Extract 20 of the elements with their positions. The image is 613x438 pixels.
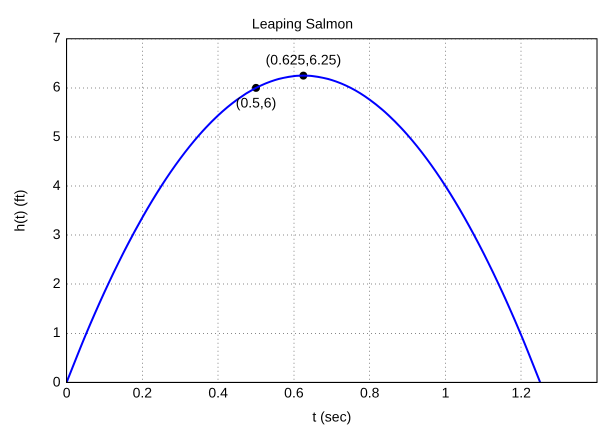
x-axis-title: t (sec) xyxy=(312,408,352,424)
x-tick-label: 0.4 xyxy=(208,384,228,401)
y-tick-label: 4 xyxy=(52,176,61,193)
x-tick-label: 1.2 xyxy=(511,384,532,401)
chart-title: Leaping Salmon xyxy=(252,15,354,32)
y-tick-label: 7 xyxy=(52,30,61,46)
x-tick-label: 1 xyxy=(442,384,450,401)
y-tick-label: 2 xyxy=(52,275,61,292)
x-tick-label: 0.2 xyxy=(132,384,152,401)
y-tick-label: 3 xyxy=(52,226,61,242)
x-tick-label: 0.8 xyxy=(360,384,380,401)
x-tick-label: 0 xyxy=(62,384,71,401)
y-tick-label: 1 xyxy=(52,324,61,340)
y-tick-label: 0 xyxy=(52,373,61,390)
y-tick-label: 6 xyxy=(52,78,61,95)
x-tick-label: 0.6 xyxy=(284,384,304,401)
y-axis-title: h(t) (ft) xyxy=(11,190,28,232)
annotation: (0.625,6.25) xyxy=(266,51,342,68)
annotation: (0.5,6) xyxy=(236,94,276,111)
y-tick-label: 5 xyxy=(52,128,61,144)
